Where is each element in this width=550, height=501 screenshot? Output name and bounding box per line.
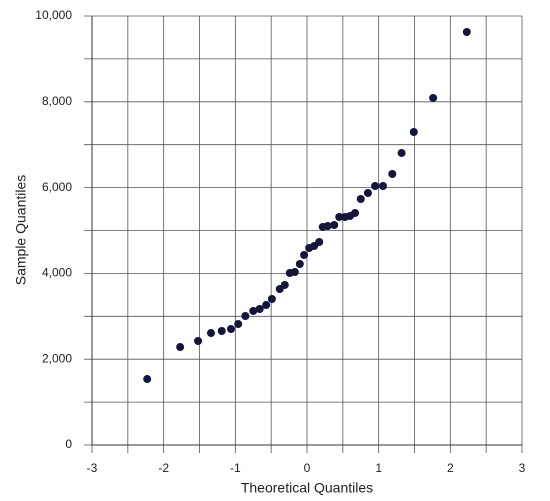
point [295, 260, 304, 269]
point [143, 375, 152, 384]
x-tick-label: 0 [304, 461, 311, 475]
point [262, 301, 271, 310]
point [388, 170, 397, 179]
point [176, 343, 185, 352]
point [217, 327, 226, 336]
y-axis-label: Sample Quantiles [13, 175, 29, 286]
point [335, 212, 344, 221]
point [330, 221, 339, 230]
x-tick-label: -3 [87, 461, 98, 475]
y-tick-label: 2,000 [42, 351, 72, 365]
point [351, 208, 360, 217]
point [194, 337, 203, 346]
y-tick-label: 10,000 [35, 8, 72, 22]
point [267, 295, 276, 304]
x-tick-label: -1 [230, 461, 241, 475]
y-tick-label: 6,000 [42, 180, 72, 194]
point [409, 128, 418, 137]
x-tick-label: 3 [519, 461, 526, 475]
point [300, 250, 309, 259]
point [280, 280, 289, 289]
point [315, 237, 324, 246]
point [397, 148, 406, 157]
point [241, 311, 250, 320]
point [206, 329, 215, 338]
x-axis-label: Theoretical Quantiles [241, 480, 373, 496]
y-tick-label: 4,000 [42, 266, 72, 280]
x-tick-label: 2 [447, 461, 454, 475]
point [249, 306, 258, 315]
point [363, 189, 372, 198]
point [227, 324, 236, 333]
point [255, 305, 264, 314]
x-tick-label: 1 [375, 461, 382, 475]
y-tick-label: 0 [65, 437, 72, 451]
point [378, 182, 387, 191]
point [371, 182, 380, 191]
point [462, 28, 471, 37]
point [356, 195, 365, 204]
x-tick-label: -2 [158, 461, 169, 475]
point [234, 320, 243, 329]
point [290, 267, 299, 276]
point [429, 93, 438, 102]
y-tick-label: 8,000 [42, 94, 72, 108]
point [323, 221, 332, 230]
